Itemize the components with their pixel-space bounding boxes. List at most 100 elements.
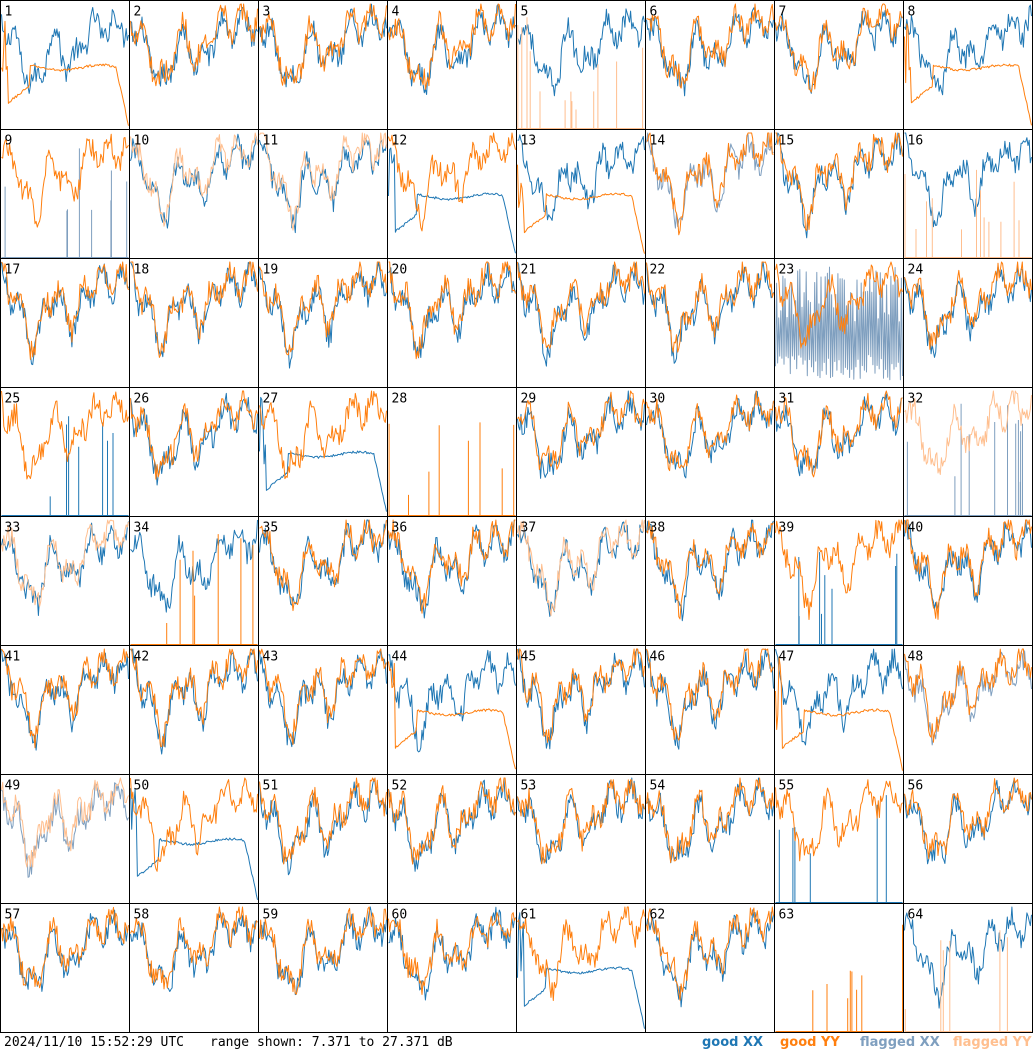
panel-23-label: 23 [779, 263, 795, 278]
panel-1-label: 1 [5, 5, 13, 20]
panel-28-yy-line [388, 422, 516, 516]
panel-12-yy-line [388, 132, 516, 232]
panel-35-label: 35 [263, 521, 279, 536]
panel-19-yy-line [259, 261, 387, 356]
panel-frame [645, 129, 775, 259]
panel-11-label: 11 [263, 134, 279, 149]
panel-51-xx-line [259, 778, 387, 876]
panel-frame [903, 516, 1033, 646]
panel-frame [0, 258, 130, 388]
timestamp-label: 2024/11/10 15:52:29 UTC [4, 1035, 185, 1050]
panel-50-label: 50 [134, 779, 150, 794]
panel-39-label: 39 [779, 521, 795, 536]
panel-frame [129, 774, 259, 904]
panel-25-xx-line [1, 416, 129, 516]
panel-3-label: 3 [263, 5, 271, 20]
panel-16-yy-line [904, 169, 1032, 258]
panel-29-yy-line [517, 390, 645, 471]
panel-8-xx-line [904, 4, 1032, 96]
panel-17-label: 17 [5, 263, 21, 278]
panel-49-label: 49 [5, 779, 21, 794]
panel-57-yy-line [1, 906, 129, 989]
panel-7-label: 7 [779, 5, 787, 20]
panel-14-label: 14 [650, 134, 666, 149]
panel-frame [0, 516, 130, 646]
panel-13-xx-line [517, 134, 645, 221]
panel-40-label: 40 [908, 521, 924, 536]
panel-45-yy-line [517, 648, 645, 743]
panel-frame [258, 258, 388, 388]
panel-27-yy-line [259, 390, 387, 480]
panel-25-yy-line [1, 390, 129, 480]
panel-38-yy-line [646, 520, 774, 620]
panel-15-yy-line [775, 132, 903, 232]
panel-9-xx-line [1, 148, 129, 258]
panel-12-xx-line [388, 147, 516, 254]
panel-53-yy-line [517, 779, 645, 865]
panel-63-label: 63 [779, 908, 795, 923]
panel-41-yy-line [1, 648, 129, 749]
panel-frame [387, 516, 517, 646]
panel-frame [387, 387, 517, 517]
panel-51-label: 51 [263, 779, 279, 794]
panel-46-label: 46 [650, 650, 666, 665]
panel-frame [516, 645, 646, 775]
panel-10-yy-line [130, 132, 258, 227]
panel-2-yy-line [130, 3, 258, 87]
panel-58-label: 58 [134, 908, 150, 923]
panel-32-label: 32 [908, 392, 924, 407]
panel-17-yy-line [1, 261, 129, 360]
panel-23-yy-line [775, 261, 903, 349]
panel-frame [129, 258, 259, 388]
panel-34-label: 34 [134, 521, 150, 536]
panel-frame [0, 774, 130, 904]
panel-9-yy-line [1, 133, 129, 228]
panel-12-label: 12 [392, 134, 408, 149]
panel-52-xx-line [388, 778, 516, 872]
legend-flagged-yy: flagged YY [953, 1035, 1032, 1050]
panel-52-label: 52 [392, 779, 408, 794]
panel-4-label: 4 [392, 5, 400, 20]
panel-frame [903, 129, 1033, 259]
panel-59-yy-line [259, 906, 387, 995]
panel-6-xx-line [646, 7, 774, 97]
panel-48-yy-line [904, 648, 1032, 743]
panel-54-label: 54 [650, 779, 666, 794]
panel-frame [774, 774, 904, 904]
legend-good-yy: good YY [780, 1035, 840, 1050]
legend-flagged-xx: flagged XX [860, 1035, 940, 1050]
panel-18-label: 18 [134, 263, 150, 278]
panel-47-label: 47 [779, 650, 795, 665]
panel-55-label: 55 [779, 779, 795, 794]
panel-25-label: 25 [5, 392, 21, 407]
panel-frame [387, 258, 517, 388]
panel-1-xx-line [1, 7, 129, 94]
panel-51-yy-line [259, 777, 387, 865]
panel-60-yy-line [388, 912, 516, 995]
panel-33-label: 33 [5, 521, 21, 536]
panel-frame [129, 387, 259, 517]
panel-frame [774, 129, 904, 259]
panel-64-xx-line [904, 906, 1032, 1009]
panel-41-label: 41 [5, 650, 21, 665]
panel-59-label: 59 [263, 908, 279, 923]
panel-32-yy-line [904, 390, 1032, 475]
panel-frame [774, 516, 904, 646]
panel-35-yy-line [259, 519, 387, 612]
panel-34-yy-line [130, 534, 258, 645]
legend-good-xx: good XX [702, 1035, 764, 1050]
panel-61-label: 61 [521, 908, 537, 923]
panel-42-label: 42 [134, 650, 150, 665]
panel-22-yy-line [646, 261, 774, 353]
panel-frame [645, 645, 775, 775]
panel-43-yy-line [259, 648, 387, 745]
panel-34-xx-line [130, 519, 258, 613]
panel-frame [516, 387, 646, 517]
panel-44-label: 44 [392, 650, 408, 665]
panel-38-xx-line [646, 519, 774, 622]
panel-46-xx-line [646, 648, 774, 750]
panel-frame [0, 129, 130, 259]
panel-13-yy-line [517, 164, 645, 254]
